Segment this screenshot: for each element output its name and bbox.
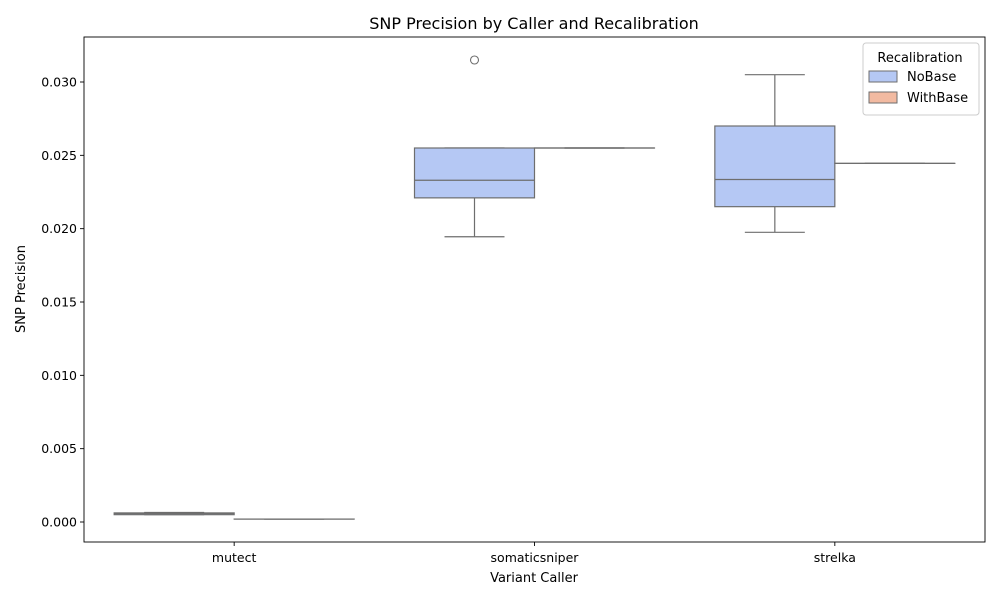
box-strelka-nobase [714, 74, 836, 233]
x-tick-label-somaticsniper: somaticsniper [491, 550, 580, 565]
plot-area [113, 55, 956, 520]
x-axis: mutect somaticsniper strelka [212, 542, 856, 565]
y-tick-label: 0.000 [41, 515, 77, 530]
legend-label-nobase: NoBase [907, 70, 956, 85]
y-tick-label: 0.025 [41, 148, 77, 163]
box-mutect-nobase [113, 511, 235, 516]
x-axis-label: Variant Caller [490, 571, 579, 586]
plot-frame [83, 36, 986, 543]
legend-swatch-nobase [868, 70, 898, 83]
x-tick-label-mutect: mutect [212, 550, 257, 565]
box-body [413, 147, 536, 199]
y-tick-label: 0.005 [41, 441, 77, 456]
outlier-point [469, 55, 480, 65]
box-body [714, 125, 836, 208]
y-tick-label: 0.010 [41, 368, 77, 383]
y-tick-label: 0.015 [41, 295, 77, 310]
chart-title: SNP Precision by Caller and Recalibratio… [369, 14, 699, 33]
y-axis-label: SNP Precision [14, 245, 29, 333]
box-somaticsniper-nobase [413, 55, 536, 238]
y-tick-label: 0.030 [41, 75, 77, 90]
x-tick-label-strelka: strelka [814, 550, 856, 565]
legend-label-withbase: WithBase [907, 91, 968, 106]
legend-title: Recalibration [877, 51, 962, 66]
y-axis: 0.000 0.005 0.010 0.015 0.020 0.025 0.030 [41, 75, 84, 530]
legend: Recalibration NoBase WithBase [862, 42, 980, 116]
legend-swatch-withbase [868, 91, 898, 104]
y-tick-label: 0.020 [41, 221, 77, 236]
